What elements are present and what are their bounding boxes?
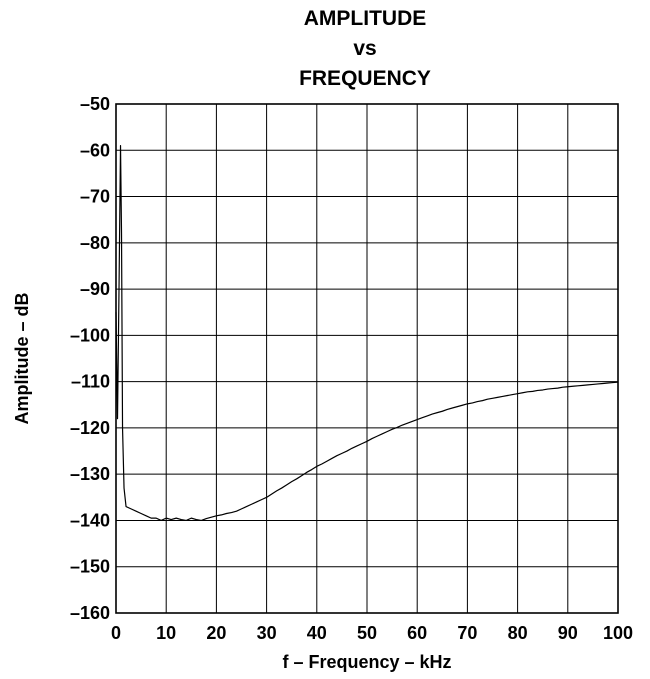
y-tick-label: –110 (71, 372, 110, 392)
y-tick-label: –130 (70, 464, 110, 484)
y-tick-label: –100 (70, 325, 110, 345)
grid-layer (115, 103, 619, 614)
x-tick-label: 80 (508, 623, 528, 643)
x-tick-label: 20 (206, 623, 226, 643)
y-tick-label: –50 (80, 94, 110, 114)
y-tick-label: –160 (70, 603, 110, 623)
chart-title-line-1: AMPLITUDE (303, 7, 427, 30)
x-tick-label: 60 (407, 623, 427, 643)
y-tick-label: –90 (80, 279, 110, 299)
x-axis-label: f – Frequency – kHz (282, 652, 451, 672)
y-tick-labels: –50 –60 –70 –80 –90 –100 –110 –120 –130 –140 –150 –… (70, 94, 110, 623)
y-tick-label: –70 (80, 187, 110, 207)
chart-title: AMPLITUDE vs FREQUENCY (170, 4, 560, 94)
chart-title-line-3: FREQUENCY (299, 67, 431, 90)
plot-frame (115, 103, 619, 614)
y-tick-label: –120 (70, 418, 110, 438)
x-tick-label: 50 (357, 623, 377, 643)
x-tick-label: 100 (603, 623, 633, 643)
x-tick-labels: 0 10 20 30 40 50 60 70 80 90 100 (111, 623, 633, 643)
chart-title-line-2: vs (353, 37, 377, 60)
series-layer (115, 145, 619, 522)
x-tick-label: 40 (307, 623, 327, 643)
x-tick-label: 30 (257, 623, 277, 643)
x-tick-label: 0 (111, 623, 121, 643)
y-tick-label: –60 (80, 140, 110, 160)
series-line (115, 145, 619, 522)
y-tick-label: –140 (70, 510, 110, 530)
x-tick-label: 10 (156, 623, 176, 643)
y-tick-label: –80 (80, 233, 110, 253)
y-axis-label: Amplitude – dB (12, 292, 32, 424)
x-tick-label: 70 (457, 623, 477, 643)
y-tick-label: –150 (70, 557, 110, 577)
x-tick-label: 90 (558, 623, 578, 643)
